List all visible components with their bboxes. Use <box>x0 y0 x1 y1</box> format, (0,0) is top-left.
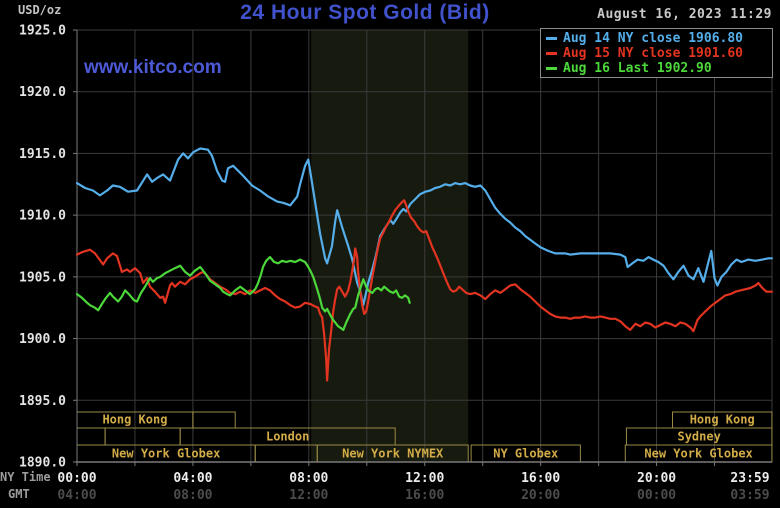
legend-dash-icon-aug15 <box>546 52 557 55</box>
session-label: London <box>266 430 309 444</box>
nymex-session-band <box>311 30 469 462</box>
gmt-tick-label: 04:00 <box>57 488 96 503</box>
session-label: Hong Kong <box>690 413 755 427</box>
y-tick-label: 1915.0 <box>19 147 66 162</box>
ny-time-tick-label: 00:00 <box>57 471 96 486</box>
y-tick-label: 1925.0 <box>19 24 66 39</box>
session-box <box>76 427 106 446</box>
session-box <box>104 427 181 446</box>
y-tick-label: 1895.0 <box>19 394 66 409</box>
ny-time-tick-label: 04:00 <box>173 471 212 486</box>
session-label: New York Globex <box>112 447 220 461</box>
legend: Aug 14 NY close 1906.80 Aug 15 NY close … <box>540 28 773 78</box>
gmt-tick-label: 08:00 <box>173 488 212 503</box>
gmt-tick-label: 20:00 <box>521 488 560 503</box>
y-axis-units-label: USD/oz <box>18 3 62 17</box>
page-title: 24 Hour Spot Gold (Bid) <box>240 1 490 24</box>
ny-time-axis-label: NY Time <box>0 470 51 484</box>
session-label: Hong Kong <box>102 413 167 427</box>
legend-label-aug14: Aug 14 NY close 1906.80 <box>563 31 744 46</box>
gmt-tick-label: 12:00 <box>289 488 328 503</box>
gmt-tick-label: 16:00 <box>405 488 444 503</box>
series-line-aug14 <box>75 147 774 307</box>
gmt-axis-label: GMT <box>8 487 30 501</box>
session-box <box>192 411 236 429</box>
legend-row-aug16: Aug 16 Last 1902.90 <box>546 61 772 76</box>
legend-row-aug15: Aug 15 NY close 1901.60 <box>546 46 772 61</box>
ny-time-tick-label: 08:00 <box>289 471 328 486</box>
legend-dash-icon-aug16 <box>546 67 557 70</box>
y-tick-label: 1910.0 <box>19 209 66 224</box>
ny-time-tick-label: 12:00 <box>405 471 444 486</box>
legend-label-aug16: Aug 16 Last 1902.90 <box>563 61 712 76</box>
datetime-label: August 16, 2023 11:29 <box>597 7 772 22</box>
legend-dash-icon-aug14 <box>546 37 557 40</box>
series-line-aug16 <box>75 256 411 331</box>
ny-time-tick-label: 20:00 <box>637 471 676 486</box>
y-tick-label: 1920.0 <box>19 85 66 100</box>
gmt-tick-label: 00:00 <box>637 488 676 503</box>
session-box <box>254 444 318 463</box>
y-tick-label: 1905.0 <box>19 270 66 285</box>
ny-time-tick-label: 23:59 <box>730 471 769 486</box>
gmt-tick-label: 03:59 <box>730 488 769 503</box>
y-tick-label: 1900.0 <box>19 332 66 347</box>
session-label: New York NYMEX <box>342 447 444 461</box>
legend-label-aug15: Aug 15 NY close 1901.60 <box>563 46 744 61</box>
y-tick-label: 1890.0 <box>19 456 66 471</box>
ny-time-tick-label: 16:00 <box>521 471 560 486</box>
legend-row-aug14: Aug 14 NY close 1906.80 <box>546 31 772 46</box>
session-label: Sydney <box>677 430 720 444</box>
session-label: NY Globex <box>493 447 558 461</box>
session-label: New York Globex <box>644 447 752 461</box>
kitco-watermark: www.kitco.com <box>84 57 222 78</box>
